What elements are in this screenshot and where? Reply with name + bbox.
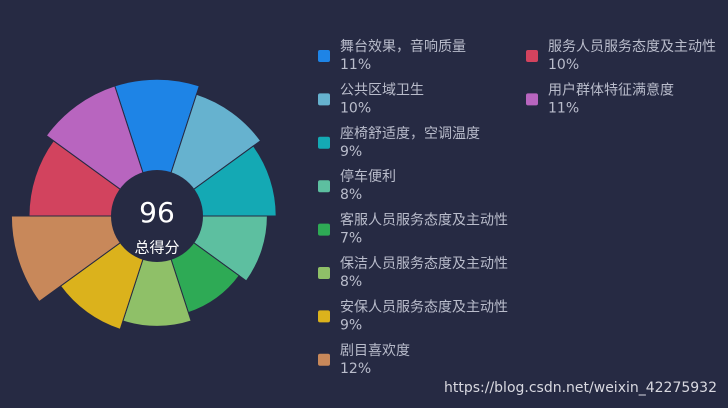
legend-percent: 11% — [340, 57, 371, 73]
legend-percent: 9% — [340, 144, 362, 160]
center-circle — [111, 170, 203, 262]
legend-label: 客服人员服务态度及主动性 — [340, 212, 508, 229]
legend-label: 服务人员服务态度及主动性 — [548, 39, 716, 55]
watermark: https://blog.csdn.net/weixin_42275932 — [444, 380, 717, 396]
legend-marker — [318, 136, 330, 149]
legend-marker — [318, 267, 330, 279]
slice — [114, 78, 200, 218]
legend-marker — [318, 180, 330, 193]
legend-label: 座椅舒适度，空调温度 — [340, 126, 480, 142]
legend-marker — [526, 50, 538, 62]
legend-marker — [318, 50, 330, 62]
legend-percent: 9% — [340, 317, 362, 333]
legend-label: 安保人员服务态度及主动性 — [340, 299, 508, 315]
center-value: 96 — [139, 196, 175, 229]
legend-label: 公共区域卫生 — [340, 82, 424, 98]
legend-marker — [318, 310, 330, 323]
legend-percent: 7% — [340, 231, 362, 247]
legend-percent: 8% — [340, 187, 362, 203]
legend-percent: 10% — [548, 57, 579, 73]
legend: 舞台效果，音响质量 11% 公共区域卫生 10% 座椅舒适度，空调温度 9% 停车便利 8% 客… — [318, 38, 716, 377]
legend-marker — [526, 93, 538, 106]
legend-label: 停车便利 — [340, 168, 396, 185]
legend-marker — [318, 93, 330, 106]
legend-percent: 8% — [340, 274, 362, 290]
legend-label: 舞台效果，音响质量 — [340, 38, 466, 55]
legend-percent: 12% — [340, 361, 371, 377]
legend-marker — [318, 223, 330, 236]
legend-marker — [318, 353, 330, 366]
legend-percent: 10% — [340, 100, 371, 116]
legend-label: 用户群体特征满意度 — [548, 81, 674, 98]
legend-label: 剧目喜欢度 — [340, 343, 410, 359]
center-label: 总得分 — [134, 239, 179, 257]
legend-label: 保洁人员服务态度及主动性 — [340, 256, 508, 272]
legend-percent: 11% — [548, 100, 579, 116]
